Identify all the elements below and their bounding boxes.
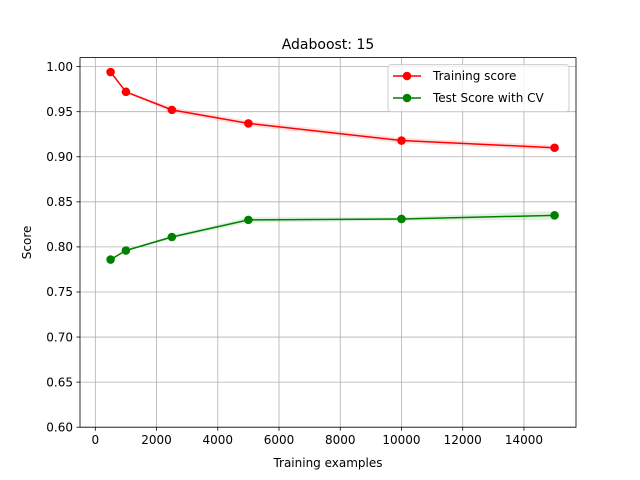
data-point-series-0 [244,119,253,128]
legend-label-training: Training score [432,69,516,83]
y-tick-label: 1.00 [46,60,73,74]
chart-title: Adaboost: 15 [282,37,375,53]
legend: Training score Test Score with CV [387,64,570,113]
y-axis-label: Score [20,226,34,260]
y-axis-ticks: 0.60 0.65 0.70 0.75 0.80 0.85 0.90 0.95 1.00 [46,60,80,434]
data-point-series-0 [167,105,177,115]
data-point-series-0 [121,87,131,97]
data-point-series-1 [244,215,253,225]
y-tick-label: 0.75 [46,285,73,299]
data-point-series-0 [397,136,406,145]
x-axis-ticks: 0 2000 4000 6000 8000 10000 12000 14000 [91,427,543,447]
y-tick-label: 0.95 [46,105,73,119]
series-points [106,67,559,264]
data-point-series-1 [121,246,131,255]
y-tick-label: 0.80 [46,240,73,254]
legend-box [387,64,570,113]
y-tick-label: 0.65 [46,375,73,389]
y-tick-label: 0.90 [46,150,73,164]
x-axis-label: Training examples [272,456,382,470]
grid [80,57,576,428]
x-tick-label: 4000 [203,433,234,447]
x-tick-label: 2000 [141,433,172,447]
plot-frame [79,57,577,428]
data-point-series-1 [167,232,177,242]
legend-marker-test [402,93,412,103]
legend-marker-training [402,71,412,81]
x-tick-label: 6000 [264,433,295,447]
data-point-series-0 [550,143,559,153]
data-point-series-1 [106,255,115,264]
data-point-series-1 [397,214,406,224]
y-tick-label: 0.70 [46,330,73,344]
confidence-band-series-0 [110,71,555,151]
data-point-series-1 [550,211,559,220]
x-tick-label: 10000 [382,433,420,447]
y-tick-label: 0.60 [46,420,73,434]
legend-label-test: Test Score with CV [432,91,545,105]
data-point-series-0 [106,67,115,77]
x-tick-label: 12000 [444,433,482,447]
x-tick-label: 0 [91,433,99,447]
y-tick-label: 0.85 [46,195,73,209]
x-tick-label: 14000 [505,433,543,447]
x-tick-label: 8000 [325,433,356,447]
